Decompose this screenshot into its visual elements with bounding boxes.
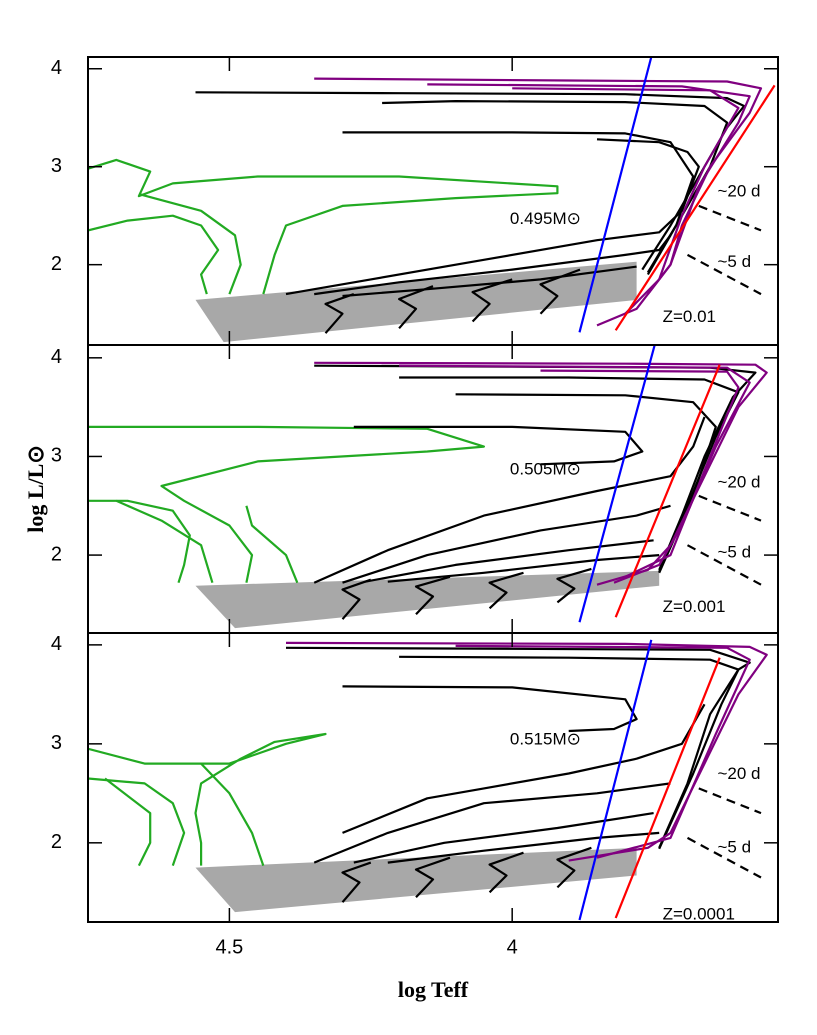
track <box>324 293 355 334</box>
track <box>314 234 672 296</box>
track <box>342 131 695 276</box>
track <box>88 158 559 295</box>
annotation: ~20 d <box>717 764 760 783</box>
annotation: ~20 d <box>717 182 760 201</box>
annotation: ~20 d <box>717 473 760 492</box>
track <box>341 861 372 903</box>
track <box>455 644 751 859</box>
track <box>578 639 653 921</box>
frame <box>87 632 779 923</box>
annotation: 0.505M⊙ <box>510 460 581 479</box>
track <box>427 83 751 295</box>
period-line <box>698 787 762 815</box>
annotation: ~5 d <box>717 543 751 562</box>
track <box>341 578 372 620</box>
track <box>364 539 654 583</box>
track <box>88 214 220 295</box>
y-tick-label: 3 <box>51 732 62 754</box>
track <box>540 369 740 578</box>
annotation: Z=0.0001 <box>663 905 735 924</box>
track <box>455 393 717 574</box>
track <box>138 193 242 295</box>
y-tick-label: 2 <box>51 253 62 275</box>
y-tick-label: 2 <box>51 543 62 565</box>
track <box>387 831 660 864</box>
track <box>387 554 660 583</box>
track <box>614 84 776 331</box>
annotation: Z=0.01 <box>663 307 716 326</box>
annotation: Z=0.001 <box>663 597 726 616</box>
annotation: 0.515M⊙ <box>510 729 581 748</box>
y-axis-label: log L/L⊙ <box>23 445 48 533</box>
track <box>195 91 746 271</box>
track <box>342 703 706 834</box>
track <box>342 504 671 584</box>
track <box>88 777 186 866</box>
y-tick-label: 2 <box>51 831 62 853</box>
track <box>88 499 191 584</box>
track <box>488 851 524 894</box>
track <box>313 416 706 584</box>
track <box>399 364 751 584</box>
track <box>200 762 265 866</box>
x-axis-label: log Teff <box>398 977 469 1002</box>
track <box>414 856 451 899</box>
area <box>195 261 637 343</box>
track <box>414 575 451 616</box>
track <box>353 425 644 466</box>
y-tick-label: 4 <box>51 57 62 79</box>
track <box>488 571 524 610</box>
track <box>471 278 513 323</box>
plot-area <box>88 639 768 921</box>
period-line <box>698 494 762 522</box>
track <box>285 138 700 296</box>
track <box>556 567 592 604</box>
track <box>342 265 637 298</box>
track <box>539 268 581 315</box>
track <box>104 777 152 867</box>
track <box>578 345 656 623</box>
track <box>399 655 740 850</box>
track <box>556 846 592 889</box>
track <box>88 425 485 583</box>
track <box>115 499 214 584</box>
annotation: 0.495M⊙ <box>510 209 581 228</box>
area <box>195 847 637 913</box>
x-tick-label: 4.5 <box>215 936 243 958</box>
area <box>195 570 660 629</box>
track <box>245 505 299 584</box>
track <box>614 657 721 919</box>
period-line <box>698 204 762 232</box>
track <box>512 87 740 315</box>
annotation: ~5 d <box>717 252 751 271</box>
plot-area <box>88 57 776 343</box>
track <box>313 782 671 864</box>
track <box>398 285 434 330</box>
plot-area <box>88 345 768 629</box>
y-tick-label: 3 <box>51 445 62 467</box>
track <box>342 685 638 733</box>
y-tick-label: 4 <box>51 346 62 368</box>
annotation: ~5 d <box>717 837 751 856</box>
track <box>88 732 327 866</box>
track <box>285 641 768 862</box>
y-tick-label: 4 <box>51 633 62 655</box>
track <box>399 376 740 573</box>
track <box>285 646 751 849</box>
track <box>614 364 721 618</box>
x-tick-label: 4 <box>507 936 518 958</box>
y-tick-label: 3 <box>51 155 62 177</box>
track <box>578 57 653 333</box>
